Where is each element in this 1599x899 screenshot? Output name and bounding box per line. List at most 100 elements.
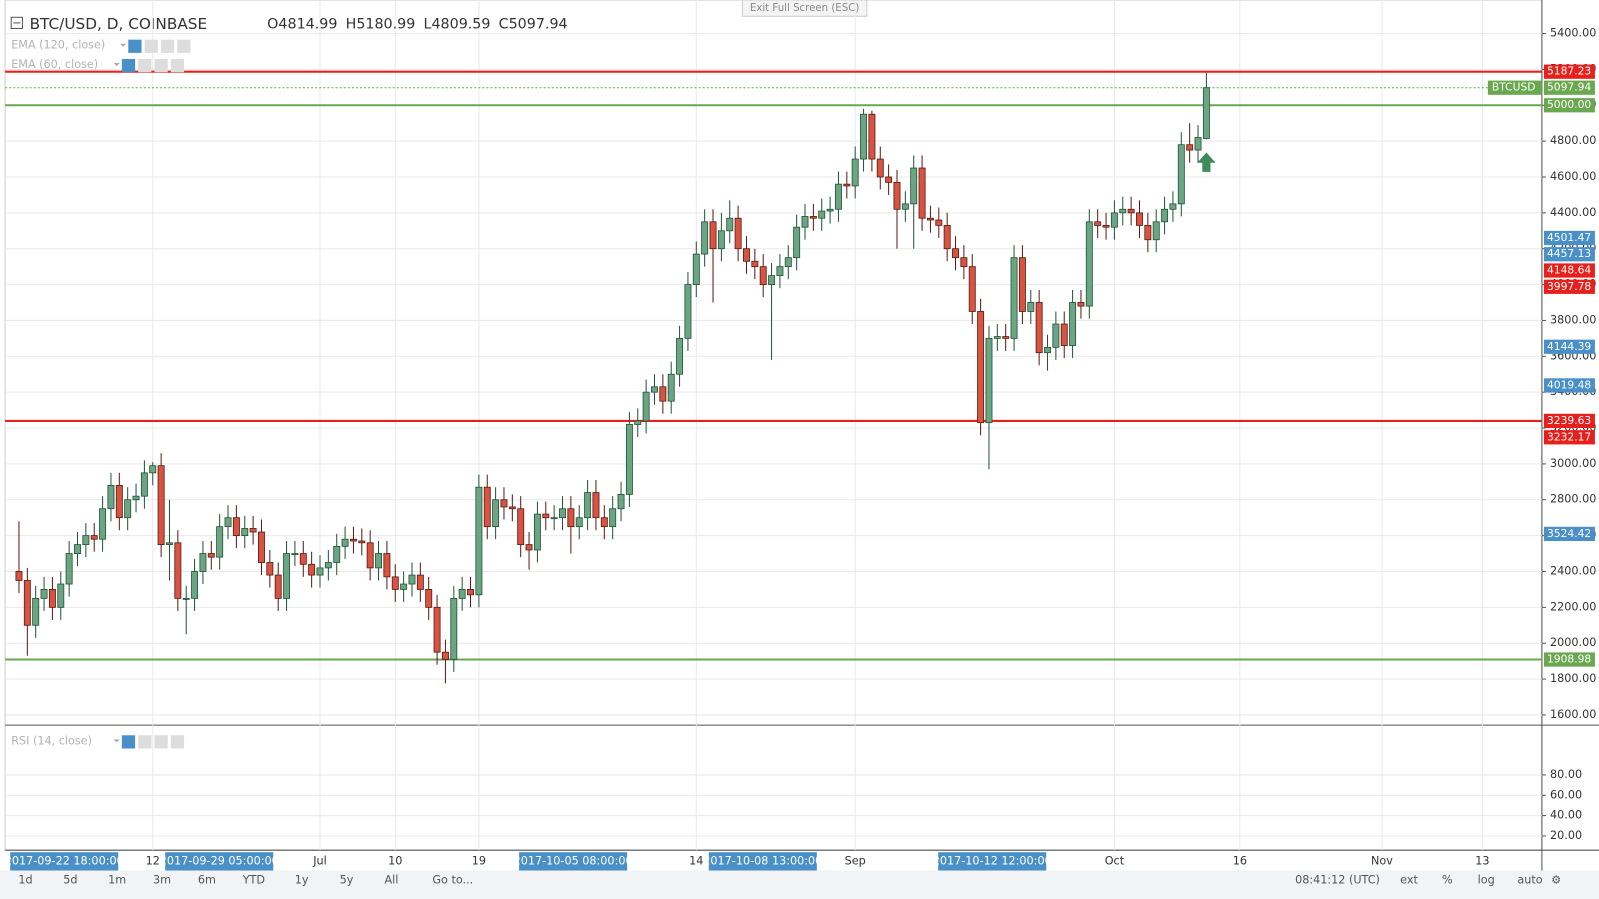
price-tag: 3524.42	[1547, 527, 1591, 540]
range-button[interactable]: 1d	[18, 874, 32, 887]
candle-body	[1152, 221, 1160, 241]
range-button[interactable]: 6m	[198, 874, 216, 887]
candle-body	[441, 651, 449, 660]
candle-body	[625, 424, 633, 495]
candle-body	[48, 589, 56, 608]
fullscreen-hint-box[interactable]	[741, 0, 868, 17]
indicator-button[interactable]	[138, 58, 152, 73]
x-tick-label: 13	[1475, 854, 1489, 867]
indicator-button[interactable]	[160, 39, 175, 53]
indicator-button[interactable]	[170, 735, 185, 749]
candle-body	[1161, 208, 1169, 223]
indicator-button[interactable]	[170, 58, 185, 73]
x-tick-label: 14	[689, 854, 703, 867]
ohlc-value: 4809.59	[431, 16, 490, 32]
candle-body	[1069, 302, 1077, 346]
price-tag: 4501.47	[1547, 231, 1591, 244]
indicator-button[interactable]	[121, 58, 136, 73]
goto-button[interactable]: Go to...	[432, 874, 473, 887]
candle-body	[375, 553, 383, 569]
axis-option[interactable]: log	[1478, 874, 1495, 887]
candle-body	[458, 589, 466, 599]
candle-body	[341, 538, 349, 547]
candle-body	[826, 208, 834, 212]
price-tag-bg	[1543, 247, 1595, 262]
candle-body	[166, 542, 173, 545]
axis-option[interactable]: auto	[1517, 874, 1542, 887]
candle-body	[23, 580, 31, 626]
candle-body	[1044, 346, 1051, 354]
candle-body	[893, 181, 901, 210]
candle-body	[74, 544, 81, 554]
candle-body	[584, 492, 592, 519]
ohlc-readout: O4814.99 H5180.99 L4809.59 C5097.94	[267, 16, 567, 32]
axis-option[interactable]: %	[1442, 874, 1453, 887]
candle-body	[99, 508, 107, 540]
candle-body	[634, 420, 642, 425]
time-label: 2017-09-29 05:00:00	[160, 854, 279, 867]
candle-body	[1144, 224, 1152, 241]
candle-body	[65, 553, 73, 585]
candle-body	[968, 266, 976, 312]
range-button[interactable]: 1y	[295, 874, 309, 887]
range-button[interactable]: YTD	[242, 874, 265, 887]
line-tag: 5187.23	[1547, 65, 1591, 78]
indicator-button[interactable]	[128, 39, 142, 53]
range-button[interactable]: All	[384, 874, 398, 887]
candle-body	[717, 230, 725, 250]
indicator-button[interactable]	[138, 735, 152, 749]
candle-body	[216, 526, 224, 558]
candle-body	[651, 386, 658, 393]
candle-body	[82, 535, 90, 545]
candle-body	[743, 248, 750, 262]
rsi-tick-label: 80.00	[1550, 768, 1582, 781]
range-button[interactable]: 5y	[340, 874, 354, 887]
indicator-button[interactable]	[177, 39, 191, 53]
range-button[interactable]: 5d	[63, 874, 77, 887]
indicator-label[interactable]: RSI (14, close)	[11, 734, 92, 747]
indicator-button[interactable]	[121, 735, 136, 749]
candle-body	[550, 517, 558, 520]
candle-body	[768, 275, 776, 285]
fullscreen-hint[interactable]: Exit Full Screen (ESC)	[750, 3, 859, 14]
x-tick-label: 16	[1233, 854, 1247, 867]
line-tag-bg	[1543, 652, 1595, 667]
candle-body	[266, 562, 274, 576]
candle-body	[985, 337, 993, 424]
candle-body	[642, 391, 650, 422]
candle-body	[433, 606, 441, 653]
price-tag-bg	[1543, 526, 1595, 542]
candle-body	[701, 221, 709, 255]
collapse-icon[interactable]	[10, 16, 23, 29]
candle-body	[232, 517, 240, 537]
candle-body	[450, 597, 458, 660]
indicator-label[interactable]: EMA (60, close)	[11, 58, 98, 71]
range-button[interactable]: 3m	[153, 874, 171, 887]
candle-body	[207, 553, 215, 558]
y-tick-label: 1600.00	[1550, 708, 1596, 721]
x-tick-label: 10	[388, 854, 402, 867]
indicator-button[interactable]	[154, 735, 168, 749]
candle-body	[107, 485, 115, 510]
candle-body	[258, 531, 265, 563]
candle-body	[191, 571, 199, 599]
candle-body	[901, 203, 909, 210]
candle-body	[475, 486, 483, 596]
price-tag: 4148.64	[1547, 264, 1591, 277]
arrow-annotation	[1197, 152, 1216, 172]
settings-icon[interactable]: ⚙	[1551, 874, 1561, 887]
indicator-label[interactable]: EMA (120, close)	[11, 39, 105, 52]
candle-body	[517, 508, 525, 545]
candle-body	[533, 513, 541, 551]
candle-body	[1119, 208, 1127, 214]
x-tick-label: Oct	[1105, 854, 1125, 867]
candle-body	[483, 486, 491, 528]
candle-body	[333, 545, 341, 563]
indicator-button[interactable]	[144, 39, 158, 53]
axis-option[interactable]: ext	[1400, 874, 1418, 887]
candle-body	[600, 517, 608, 528]
range-button[interactable]: 1m	[108, 874, 126, 887]
y-tick-label: 2800.00	[1550, 493, 1596, 506]
indicator-button[interactable]	[154, 58, 168, 73]
line-tag: 3239.63	[1547, 414, 1591, 427]
